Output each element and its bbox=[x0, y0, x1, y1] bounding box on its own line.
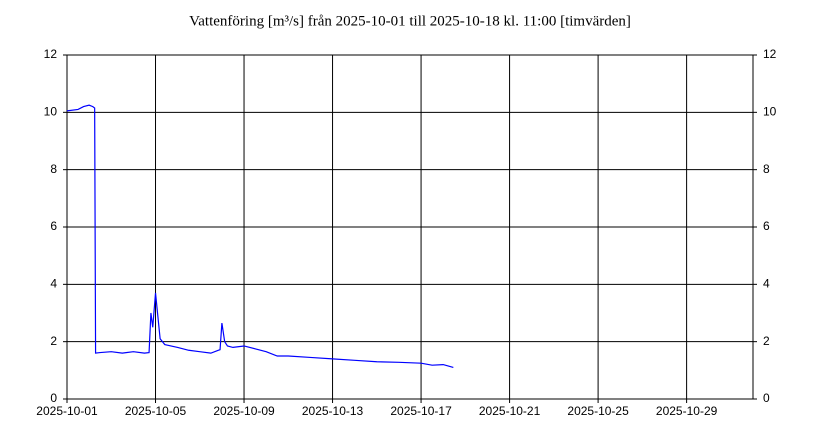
x-tick-label: 2025-10-17 bbox=[390, 404, 452, 418]
x-tick-label: 2025-10-01 bbox=[36, 404, 98, 418]
x-tick-label: 2025-10-09 bbox=[213, 404, 275, 418]
x-tick-label: 2025-10-05 bbox=[125, 404, 187, 418]
data-line bbox=[66, 104, 454, 369]
x-tick-label: 2025-10-21 bbox=[479, 404, 541, 418]
y-tick-label: 4 bbox=[50, 277, 57, 291]
y-tick-label: 8 bbox=[50, 162, 57, 176]
chart-title: Vattenföring [m³/s] från 2025-10-01 till… bbox=[189, 13, 631, 29]
x-tick-label: 2025-10-29 bbox=[656, 404, 718, 418]
y-tick-label: 6 bbox=[50, 219, 57, 233]
y-tick-label: 2 bbox=[50, 334, 57, 348]
x-tick-label: 2025-10-13 bbox=[302, 404, 364, 418]
y2-tick-label: 4 bbox=[763, 277, 770, 291]
y2-tick-label: 12 bbox=[763, 47, 777, 61]
y2-tick-label: 8 bbox=[763, 162, 770, 176]
plot-frame bbox=[66, 54, 754, 400]
y2-tick-label: 10 bbox=[763, 105, 777, 119]
y2-tick-label: 0 bbox=[763, 391, 770, 405]
y-tick-label: 0 bbox=[50, 391, 57, 405]
y2-tick-label: 6 bbox=[763, 219, 770, 233]
y2-tick-label: 2 bbox=[763, 334, 770, 348]
x-tick-label: 2025-10-25 bbox=[567, 404, 629, 418]
y-tick-label: 10 bbox=[44, 105, 58, 119]
y-tick-label: 12 bbox=[44, 47, 58, 61]
